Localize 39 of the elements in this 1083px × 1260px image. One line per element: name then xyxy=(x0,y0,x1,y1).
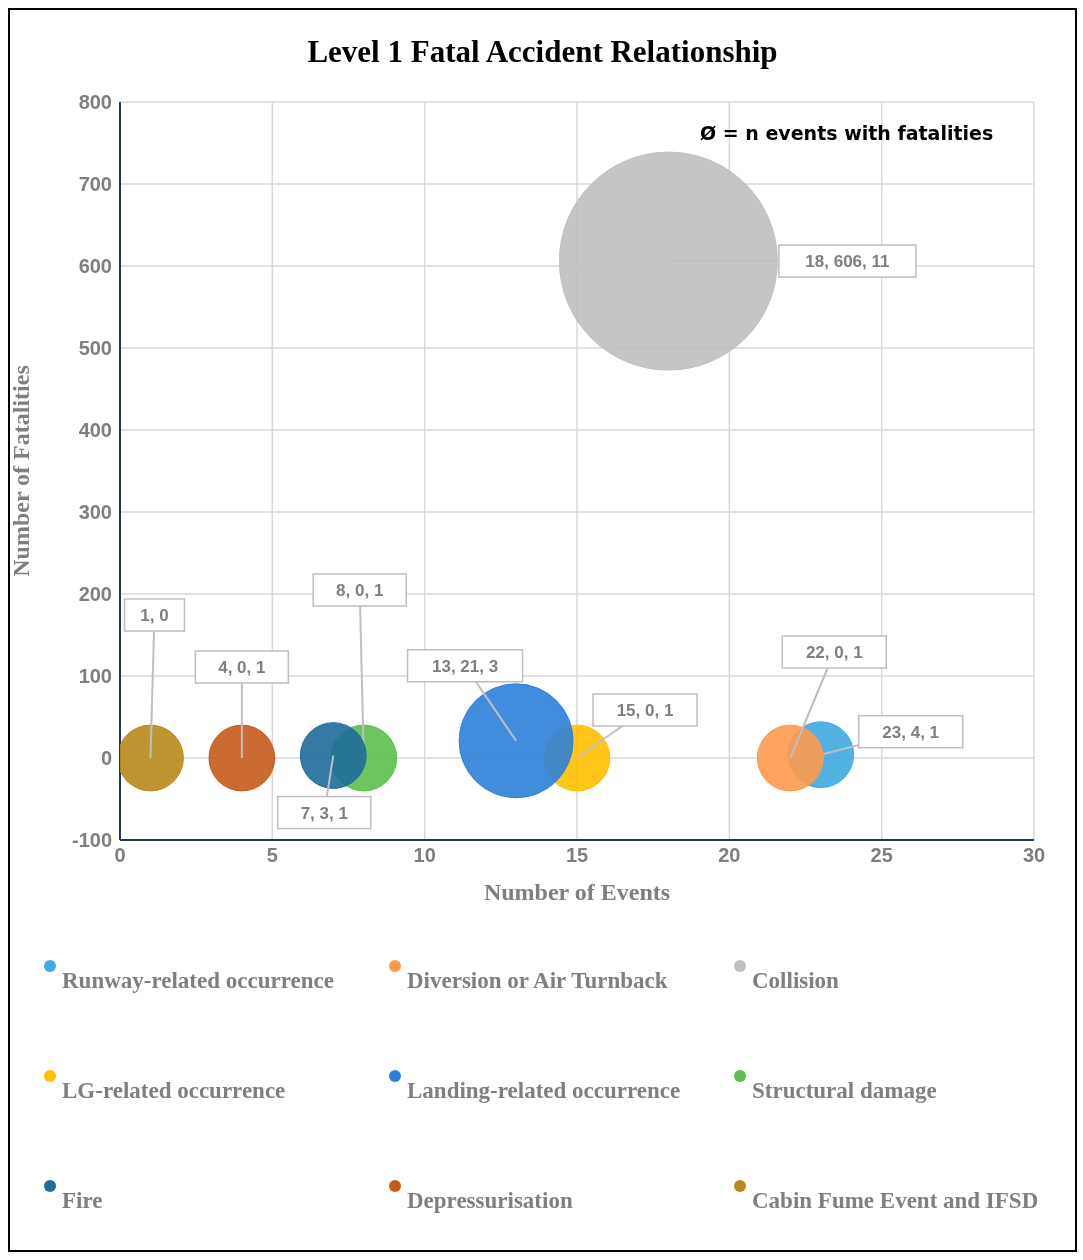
y-tick-label: 400 xyxy=(78,419,112,442)
y-tick-label: -100 xyxy=(71,829,112,852)
data-label: 22, 0, 1 xyxy=(805,643,863,662)
y-tick-label: 200 xyxy=(78,583,112,606)
y-tick-label: 300 xyxy=(78,501,112,524)
y-tick-label: 800 xyxy=(78,91,112,114)
legend-label: Landing-related occurrence xyxy=(407,1078,681,1104)
note: Ø = n events with fatalities xyxy=(700,122,994,144)
x-tick-label: 30 xyxy=(1022,844,1046,867)
legend-label: Cabin Fume Event and IFSD xyxy=(752,1188,1039,1214)
legend-label: LG-related occurrence xyxy=(62,1078,286,1104)
x-tick-label: 10 xyxy=(413,844,436,867)
y-axis-title: Number of Fatalities xyxy=(7,365,34,577)
data-label: 18, 606, 11 xyxy=(805,252,890,272)
legend-label: Fire xyxy=(62,1188,103,1214)
y-tick-label: 0 xyxy=(100,747,112,770)
data-label: 15, 0, 1 xyxy=(616,701,674,720)
y-tick-label: 500 xyxy=(78,337,112,360)
legend-label: Runway-related occurrence xyxy=(62,968,334,994)
data-label: 8, 0, 1 xyxy=(336,581,384,600)
legend-label: Depressurisation xyxy=(407,1188,573,1214)
y-tick-label: 100 xyxy=(78,665,112,688)
data-label: 23, 4, 1 xyxy=(882,722,940,742)
x-tick-label: 5 xyxy=(266,844,278,867)
data-label: 4, 0, 1 xyxy=(218,658,266,677)
x-tick-label: 0 xyxy=(114,844,126,867)
legend-label: Structural damage xyxy=(752,1078,937,1104)
legend-label: Collision xyxy=(752,968,839,994)
x-tick-label: 25 xyxy=(870,844,893,867)
y-tick-label: 600 xyxy=(78,255,112,278)
data-label: 1, 0 xyxy=(140,606,169,625)
data-label: 7, 3, 1 xyxy=(300,803,348,823)
x-axis-title: Number of Events xyxy=(483,879,671,905)
x-tick-label: 20 xyxy=(718,844,741,867)
chart-title: Level 1 Fatal Accident Relationship xyxy=(307,34,778,69)
y-tick-label: 700 xyxy=(78,173,112,196)
legend-label: Diversion or Air Turnback xyxy=(407,968,668,994)
data-label: 13, 21, 3 xyxy=(431,656,499,676)
x-tick-label: 15 xyxy=(565,844,589,867)
